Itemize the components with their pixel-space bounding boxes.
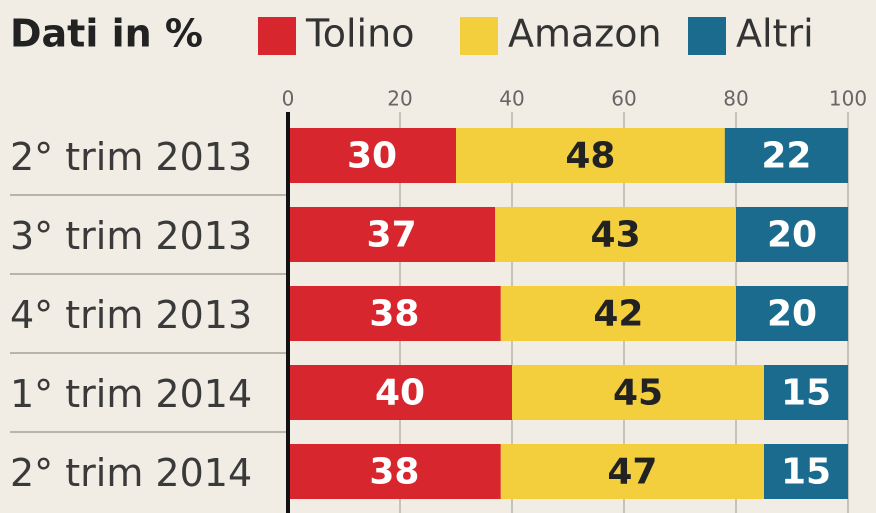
x-tick-label: 60: [611, 87, 636, 111]
legend-swatch: [688, 17, 726, 55]
legend-label: Altri: [736, 12, 814, 56]
data-label: 43: [591, 215, 641, 256]
data-label: 30: [347, 136, 397, 177]
bar-segment: [500, 286, 736, 341]
data-label: 38: [369, 294, 419, 335]
bar-segment: [764, 365, 848, 420]
chart-title: Dati in %: [10, 12, 203, 56]
x-tick-label: 20: [387, 87, 412, 111]
legend-swatch: [258, 17, 296, 55]
bar-segment: [736, 207, 848, 262]
bar-segment: [500, 444, 764, 499]
data-label: 15: [781, 373, 831, 414]
x-tick-label: 80: [723, 87, 748, 111]
bar-segment: [512, 365, 764, 420]
data-label: 20: [767, 215, 817, 256]
category-label: 2° trim 2014: [10, 451, 252, 495]
data-label: 22: [761, 136, 811, 177]
bar-segment: [288, 128, 456, 183]
bar-segment: [495, 207, 736, 262]
category-label: 2° trim 2013: [10, 135, 252, 179]
category-label: 3° trim 2013: [10, 214, 252, 258]
bar-segment: [764, 444, 848, 499]
category-label: 1° trim 2014: [10, 372, 252, 416]
data-label: 42: [593, 294, 643, 335]
data-label: 48: [565, 136, 615, 177]
bar-segment: [736, 286, 848, 341]
x-tick-label: 40: [499, 87, 524, 111]
data-label: 47: [607, 452, 657, 493]
legend-swatch: [460, 17, 498, 55]
bar-segment: [288, 207, 496, 262]
data-label: 45: [613, 373, 663, 414]
x-tick-label: 0: [282, 87, 295, 111]
bar-segment: [456, 128, 725, 183]
legend-label: Amazon: [508, 12, 662, 56]
bar-segment: [288, 286, 501, 341]
legend-label: Tolino: [305, 12, 414, 56]
data-label: 38: [369, 452, 419, 493]
bar-segment: [724, 128, 848, 183]
category-label: 4° trim 2013: [10, 293, 252, 337]
bar-segment: [288, 444, 501, 499]
data-label: 40: [375, 373, 425, 414]
x-tick-label: 100: [829, 87, 867, 111]
data-label: 37: [367, 215, 417, 256]
data-label: 15: [781, 452, 831, 493]
bar-segment: [288, 365, 512, 420]
data-label: 20: [767, 294, 817, 335]
